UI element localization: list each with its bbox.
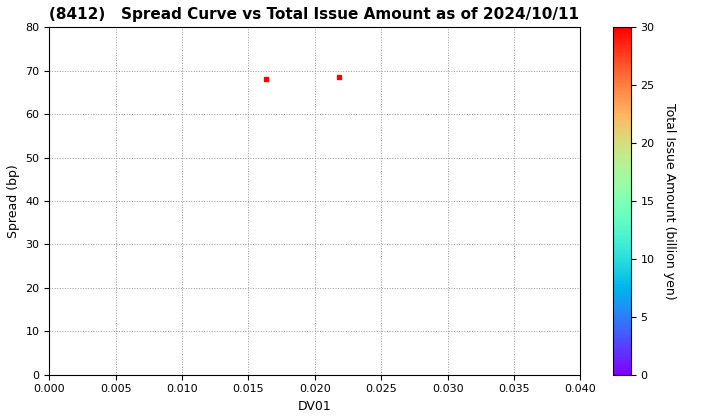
Text: (8412)   Spread Curve vs Total Issue Amount as of 2024/10/11: (8412) Spread Curve vs Total Issue Amoun…: [50, 7, 580, 22]
Point: [260, 76, 271, 83]
Point: [333, 74, 344, 81]
Y-axis label: Spread (bp): Spread (bp): [7, 164, 20, 238]
Y-axis label: Total Issue Amount (billion yen): Total Issue Amount (billion yen): [662, 103, 675, 299]
X-axis label: DV01: DV01: [298, 400, 332, 413]
